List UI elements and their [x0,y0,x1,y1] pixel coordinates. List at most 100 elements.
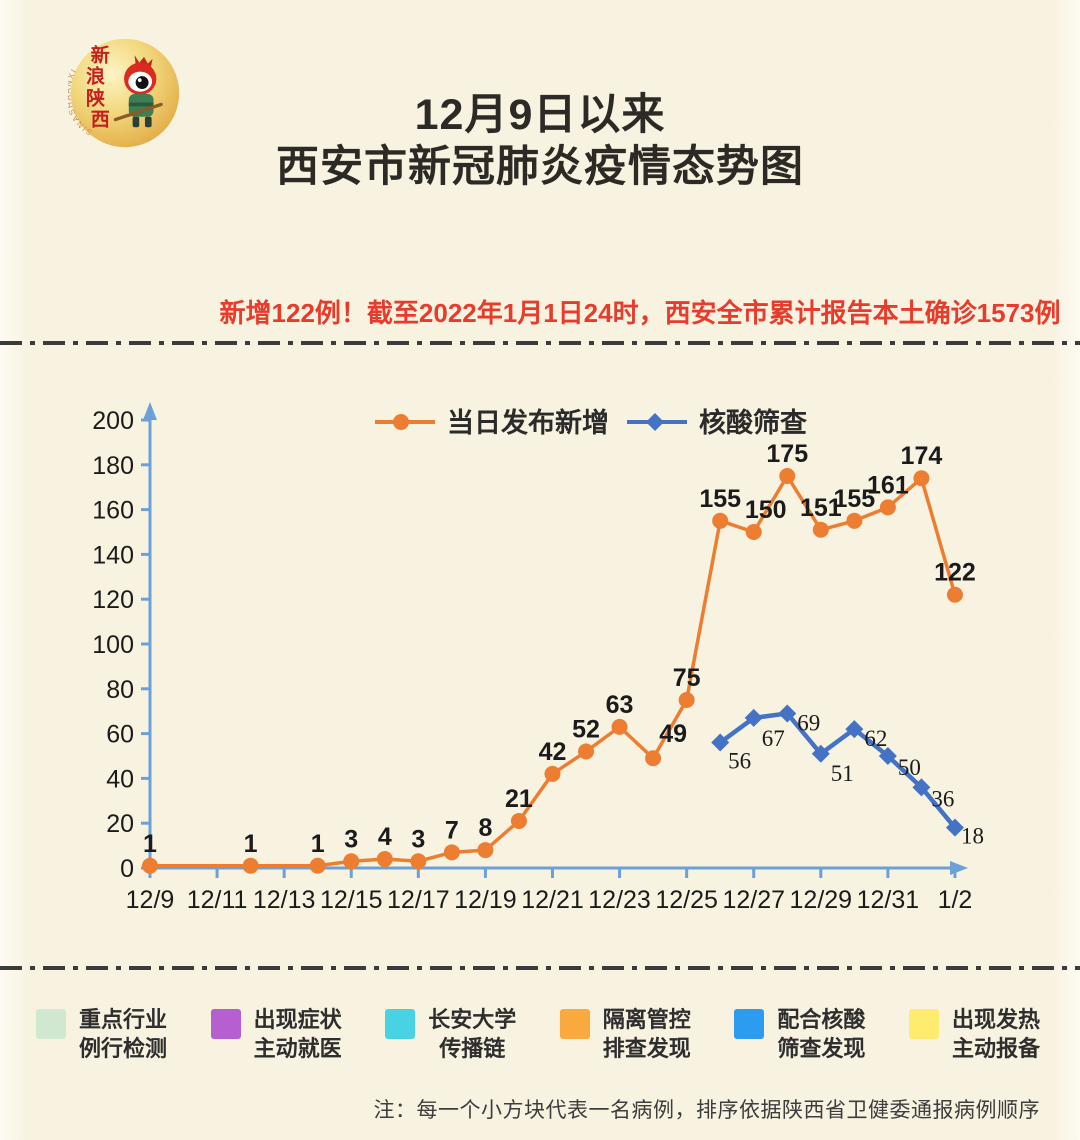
nat-screening-series [711,704,964,837]
nat-screening-label: 62 [864,726,887,751]
nat-screening-label: 56 [728,749,751,774]
x-tick-label: 12/9 [126,886,175,914]
logo-mascot [113,55,163,128]
legend-item-label: 出现发热 主动报备 [951,1007,1040,1061]
data-point-circle [578,743,595,760]
data-point-circle [745,524,762,540]
data-point-diamond [778,704,797,723]
daily-new-label: 1 [311,830,325,858]
daily-new-label: 150 [745,496,787,524]
x-tick-label: 12/29 [790,886,853,914]
logo-gold-circle [70,38,180,148]
subtitle-highlight: 新增122例！截至2022年1月1日24时，西安全市累计报告本土确诊1573例 [219,298,1061,328]
daily-new-label: 63 [606,691,634,719]
x-tick-label: 12/27 [722,886,785,914]
daily-new-label: 49 [659,720,687,748]
data-point-circle [376,851,393,868]
data-point-circle [611,718,628,735]
y-tick-label: 40 [106,765,134,793]
data-point-circle [812,521,829,538]
dash-dot-divider-top [0,341,1080,345]
data-point-circle [142,857,158,874]
y-tick-label: 80 [106,676,134,704]
data-point-circle [846,512,863,529]
data-point-circle [477,842,494,859]
legend-item-label: 配合核酸 筛查发现 [777,1007,866,1061]
daily-new-label: 75 [673,664,701,692]
trend-chart-area: 0 20 40 60 80 100 120 140 160 180 200 12/9 12/11 12/1… [0,380,1080,940]
daily-new-label: 52 [572,716,600,744]
x-tick-label: 12/17 [387,886,450,914]
legend-item-3: 长安大学 传播链 [385,1006,516,1063]
data-point-circle [443,844,460,861]
svg-text:西: 西 [91,109,110,130]
nat-screening-label: 69 [797,710,820,735]
legend-color-swatch [559,1009,590,1039]
y-axis-arrow [143,402,157,420]
legend-color-swatch [385,1009,416,1039]
daily-new-label: 1 [244,830,258,858]
legend-color-swatch [908,1009,939,1039]
daily-new-line [150,474,957,868]
data-point-circle [544,765,561,782]
nat-screening-label: 18 [961,824,984,849]
data-point-circle [309,857,326,874]
data-point-circle [779,468,796,484]
nat-screening-label: 50 [898,755,921,780]
legend-item-label: 出现症状 主动就医 [253,1007,342,1061]
svg-text:陕: 陕 [86,86,105,109]
y-tick-label: 60 [106,721,134,749]
daily-new-label: 1 [143,830,157,858]
data-point-circle [343,853,360,870]
data-point-diamond [945,818,964,837]
chart-legend-daily-new: 当日发布新增 [375,407,609,438]
x-tick-label: 12/23 [588,886,651,914]
y-tick-label: 200 [92,407,134,435]
nat-screening-label: 67 [762,726,785,751]
y-tick-label: 140 [92,541,134,569]
x-tick-label: 12/15 [320,886,383,914]
footnote: 注：每一个小方块代表一名病例，排序依据陕西省卫健委通报病例顺序 [373,1099,1040,1122]
dash-dot-divider-bottom [0,966,1080,970]
data-point-circle [510,812,527,829]
y-tick-label: 160 [92,497,134,525]
daily-new-label: 155 [699,485,741,513]
legend-color-swatch [210,1009,241,1039]
daily-new-label: 4 [378,823,392,851]
y-tick-label: 0 [120,855,134,883]
page-title: 12月9日以来 西安市新冠肺炎疫情态势图 [0,90,1080,193]
daily-new-label: 8 [478,814,492,842]
data-point-diamond [711,733,730,752]
y-tick-label: 180 [92,452,134,480]
data-point-diamond [878,747,897,765]
daily-new-label: 7 [445,816,459,844]
chart-legend: 当日发布新增 核酸筛查 [375,407,807,438]
logo-cn-text: 新 浪 陕 西 [86,44,110,131]
data-point-diamond [744,708,763,727]
daily-new-series [142,468,963,874]
svg-text:浪: 浪 [86,65,105,88]
data-point-circle [678,692,695,708]
daily-new-label: 174 [901,442,943,470]
daily-new-label: 151 [800,494,842,522]
legend-item-label: 重点行业 例行检测 [79,1007,168,1061]
title-line1: 12月9日以来 [414,91,666,139]
x-tick-label: 12/13 [253,886,316,914]
legend-item-label: 隔离管控 排查发现 [602,1007,691,1061]
legend-item-6: 出现发热 主动报备 [908,1006,1040,1063]
data-point-circle [645,750,662,767]
x-tick-label: 12/11 [187,886,248,914]
data-point-diamond [811,744,830,763]
x-tick-label: 12/19 [454,886,517,914]
legend-color-swatch [36,1009,66,1039]
legend-item-label: 长安大学 传播链 [428,1007,517,1061]
legend-item-4: 隔离管控 排查发现 [559,1006,691,1063]
case-source-legend: 重点行业 例行检测 出现症状 主动就医 长安大学 传播链 隔离管控 排查发现 配合核酸 … [36,1006,1040,1063]
data-point-circle [242,857,259,874]
x-tick-label: 12/31 [857,886,920,914]
legend-color-swatch [734,1009,765,1039]
data-point-circle [712,512,729,529]
